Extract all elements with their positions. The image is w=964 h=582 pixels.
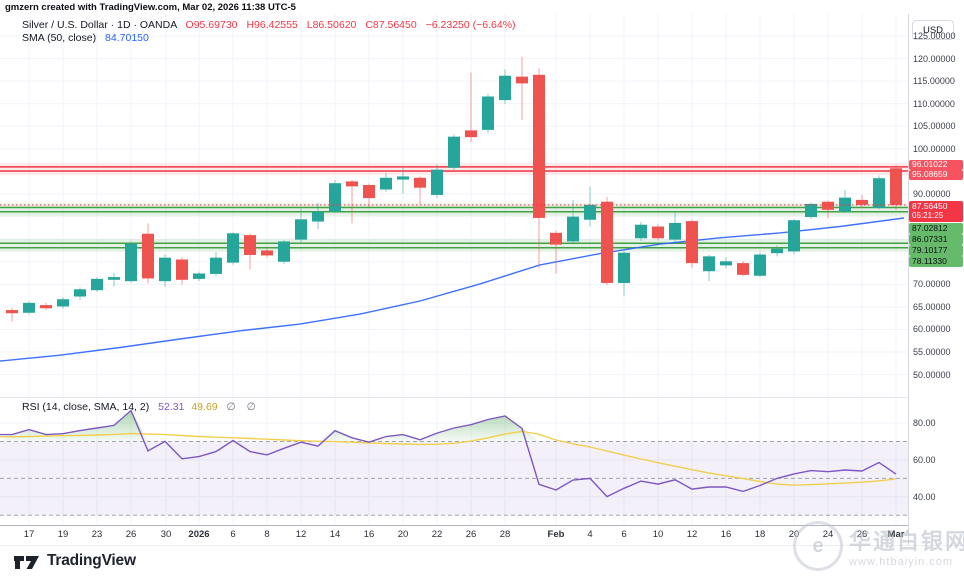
price-tick-label: 55.00000 [913,347,951,357]
support-price-badge: 79.10177 [909,245,963,256]
time-tick-label[interactable]: 18 [754,529,766,540]
time-tick-label[interactable]: 28 [499,529,511,540]
sma-50-line [0,217,905,362]
sma-label: SMA (50, close) [22,32,97,44]
rsi-tick-label: 40.00 [913,492,936,502]
open-value: O95.69730 [185,19,238,31]
candles [6,56,902,322]
price-tick-label: 60.00000 [913,324,951,334]
time-tick-label[interactable]: 20 [397,529,409,540]
rsi-ma-value: 49.69 [191,401,218,413]
resistance-price-badge: 95.08659 [909,169,963,180]
high-value: H96.42555 [246,19,298,31]
price-tick-label: 120.00000 [913,54,956,64]
close-value: C87.56450 [365,19,417,31]
price-tick-label: 50.00000 [913,370,951,380]
price-tick-label: 90.00000 [913,189,951,199]
time-tick-label[interactable]: 26 [465,529,477,540]
sma-legend: SMA (50, close) 84.70150 [22,32,149,44]
rsi-legend: RSI (14, close, SMA, 14, 2) 52.31 49.69 … [22,401,260,413]
time-tick-label[interactable]: 14 [329,529,341,540]
time-tick-label[interactable]: 10 [652,529,664,540]
time-tick-label[interactable]: Mar [887,529,905,540]
time-tick-label[interactable]: 16 [720,529,732,540]
tradingview-brand-text: TradingView [47,552,136,569]
credit-line: gmzern created with TradingView.com, Mar… [5,2,296,13]
time-tick-label[interactable]: 8 [264,529,270,540]
time-tick-label[interactable]: 4 [587,529,593,540]
time-tick-label[interactable]: 19 [57,529,69,540]
rsi-value: 52.31 [158,401,185,413]
support-price-badge: 87.02812 [909,223,963,234]
change-value: −6.23250 (−6.64%) [425,19,516,31]
rsi-label: RSI (14, close, SMA, 14, 2) [22,401,150,413]
time-tick-label[interactable]: 2026 [188,529,210,540]
time-tick-label[interactable]: 12 [295,529,307,540]
rsi-tick-label: 60.00 [913,455,936,465]
rsi-ma-line [0,430,897,486]
time-tick-label[interactable]: 6 [230,529,236,540]
support-price-badge: 78.11330 [909,256,963,267]
price-tick-label: 105.00000 [913,121,956,131]
time-tick-label[interactable]: 26 [856,529,868,540]
time-tick-label[interactable]: 30 [160,529,172,540]
rsi-alert-icon[interactable]: ∅ [226,401,240,413]
time-tick-label[interactable]: 12 [686,529,698,540]
currency-button[interactable]: USD [912,20,954,40]
symbol-title: Silver / U.S. Dollar · 1D · OANDA [22,19,177,31]
tradingview-logo[interactable]: TradingView [14,552,136,570]
rsi-alert-icon[interactable]: ∅ [246,401,260,413]
tradingview-glyph-icon [14,555,39,569]
rsi-overbought-fill [0,410,896,442]
support-price-badge: 86.07331 [909,234,963,245]
time-tick-label[interactable]: 16 [363,529,375,540]
price-tick-label: 125.00000 [913,31,956,41]
rsi-tick-label: 80.00 [913,418,936,428]
price-tick-label: 110.00000 [913,99,955,109]
time-tick-label[interactable]: 22 [431,529,443,540]
price-tick-label: 65.00000 [913,302,951,312]
time-tick-label[interactable]: Feb [547,529,565,540]
price-tick-label: 70.00000 [913,279,951,289]
price-tick-label: 115.00000 [913,76,955,86]
price-tick-label: 100.00000 [913,144,956,154]
support-zone-upper [0,203,908,216]
price-axis[interactable] [908,14,964,545]
time-tick-label[interactable]: 26 [125,529,137,540]
time-tick-label[interactable]: 17 [23,529,35,540]
time-tick-label[interactable]: 20 [788,529,800,540]
resistance-price-badge: 96.01022 [909,159,963,170]
low-value: L86.50620 [306,19,357,31]
time-tick-label[interactable]: 24 [822,529,834,540]
rsi-line [0,409,897,498]
time-tick-label[interactable]: 23 [91,529,103,540]
current-price-badge: 87.56450 05:21:25 [909,201,963,222]
time-tick-label[interactable]: 6 [621,529,627,540]
sma-value: 84.70150 [105,32,149,44]
symbol-legend: Silver / U.S. Dollar · 1D · OANDA O95.69… [22,19,516,31]
